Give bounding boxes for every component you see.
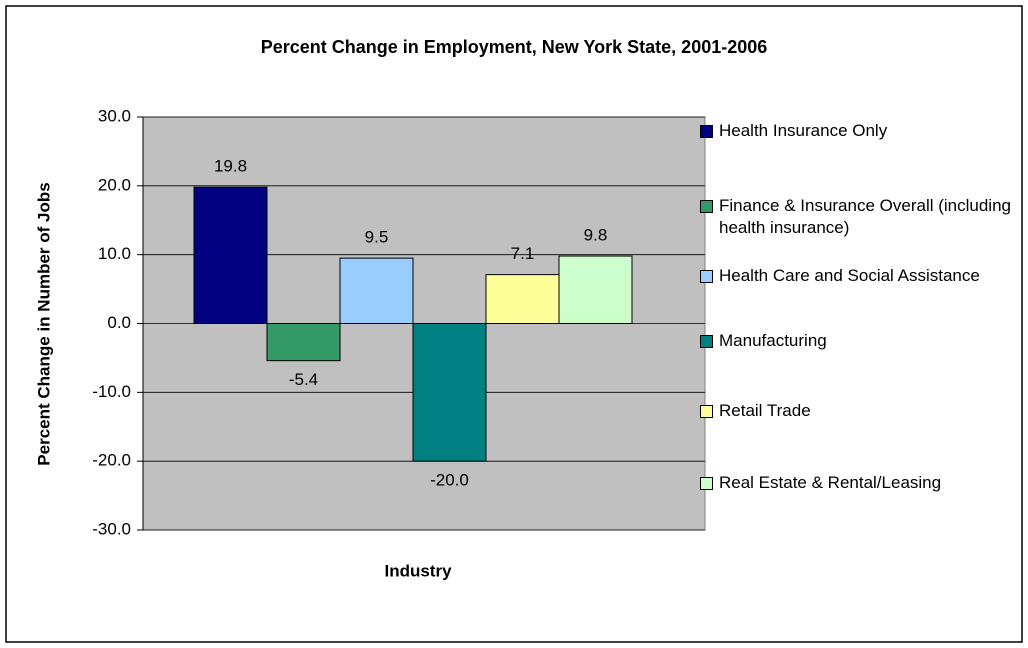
bar — [193, 186, 268, 324]
legend-swatch — [700, 405, 713, 418]
legend-item: Health Insurance Only — [700, 120, 1019, 142]
legend-label: Manufacturing — [719, 331, 827, 350]
legend-label: Retail Trade — [719, 401, 811, 420]
y-tick-label: 0.0 — [107, 313, 131, 332]
y-tick-label: -20.0 — [92, 451, 131, 470]
bar — [558, 255, 633, 324]
y-tick-label: 20.0 — [98, 175, 131, 194]
bar — [266, 323, 341, 362]
y-tick-label: 30.0 — [98, 106, 131, 125]
legend-swatch — [700, 270, 713, 283]
legend-item: Health Care and Social Assistance — [700, 265, 1019, 287]
data-label: 9.5 — [365, 228, 389, 247]
data-label: 7.1 — [511, 244, 535, 263]
y-tick-label: -10.0 — [92, 382, 131, 401]
data-label: -5.4 — [289, 370, 318, 389]
y-axis-label: Percent Change in Number of Jobs — [34, 182, 53, 465]
legend-item: Retail Trade — [700, 400, 1019, 422]
y-tick-label: 10.0 — [98, 244, 131, 263]
legend-swatch — [700, 200, 713, 213]
bar — [339, 257, 414, 325]
legend-item: Manufacturing — [700, 330, 1019, 352]
legend-label: Real Estate & Rental/Leasing — [719, 473, 942, 492]
data-label: 19.8 — [214, 157, 247, 176]
data-label: 9.8 — [584, 226, 608, 245]
legend-label: Health Insurance Only — [719, 121, 888, 140]
data-label: -20.0 — [430, 471, 469, 490]
legend-swatch — [700, 477, 713, 490]
legend-label: Health Care and Social Assistance — [719, 266, 980, 285]
legend-item: Real Estate & Rental/Leasing — [700, 472, 1019, 494]
legend-item: Finance & Insurance Overall (including h… — [700, 195, 1019, 239]
y-tick-label: -30.0 — [92, 519, 131, 538]
x-axis-label: Industry — [384, 561, 452, 580]
chart-title: Percent Change in Employment, New York S… — [261, 37, 768, 57]
legend-swatch — [700, 335, 713, 348]
legend-swatch — [700, 125, 713, 138]
legend-label: Finance & Insurance Overall (including h… — [719, 196, 1011, 237]
bar — [412, 323, 487, 462]
bar — [485, 274, 560, 324]
